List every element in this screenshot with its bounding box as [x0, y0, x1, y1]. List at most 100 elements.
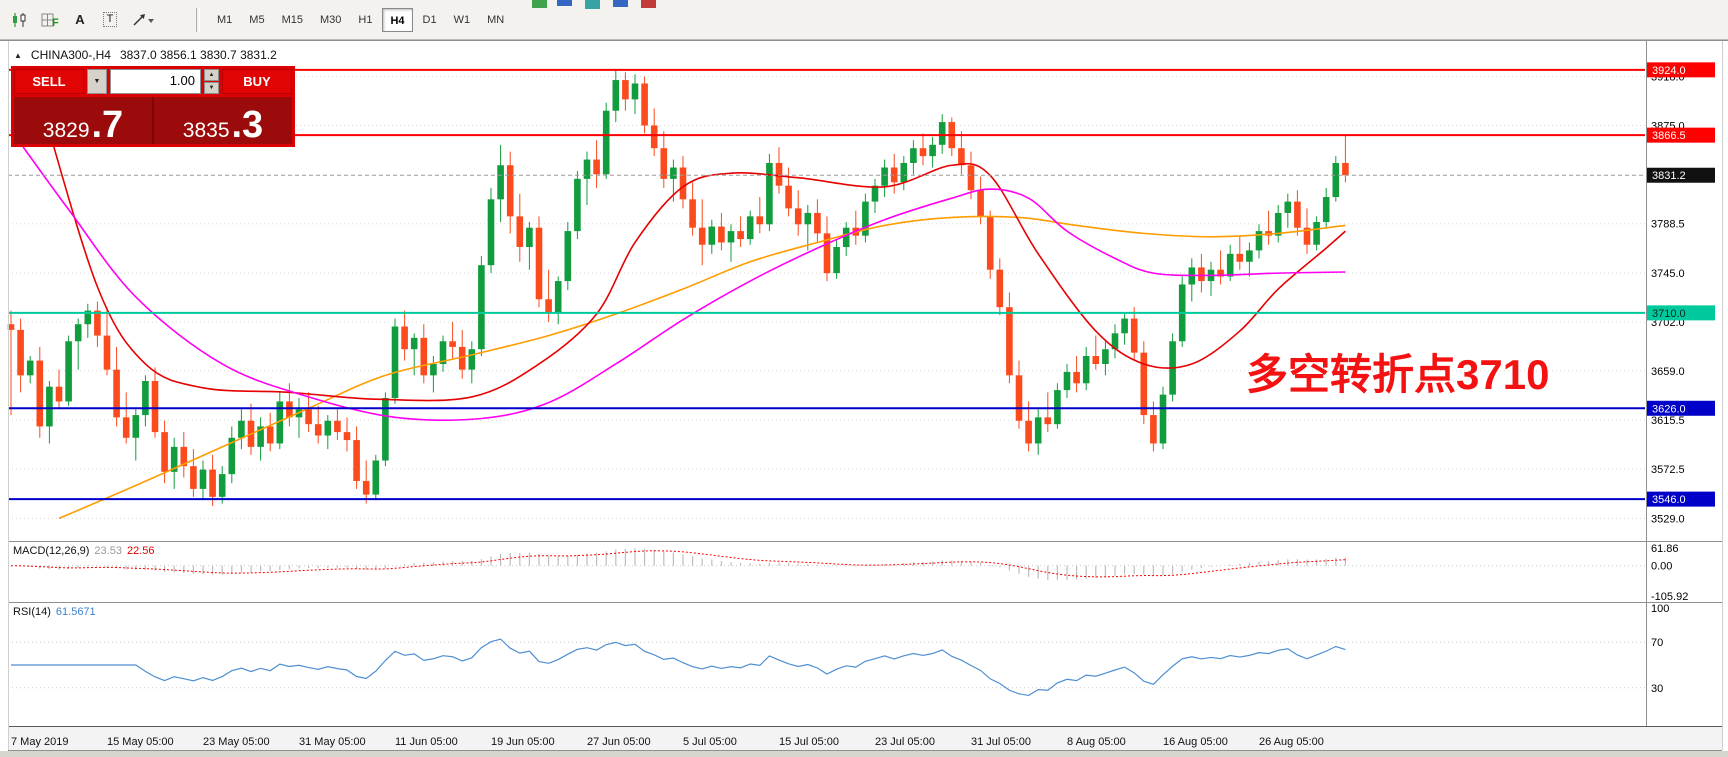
candle-body — [516, 216, 524, 248]
candle-body — [487, 199, 495, 266]
cropped-toolbar-icon[interactable] — [532, 0, 547, 8]
candle-body — [478, 265, 485, 350]
candle-body — [1073, 371, 1080, 384]
price-grid-label: 3615.5 — [1651, 415, 1685, 427]
candle-body — [7, 324, 15, 330]
toolbar-separator — [196, 7, 200, 32]
time-label: 8 Aug 05:00 — [1067, 736, 1126, 748]
rsi-name: RSI(14) — [13, 606, 51, 618]
candle-body — [766, 162, 773, 225]
rsi-indicator-label: RSI(14) 61.5671 — [13, 606, 96, 618]
candle-body — [881, 167, 888, 186]
volume-increase-button[interactable]: ▲ — [204, 69, 219, 81]
candle-body — [631, 83, 639, 100]
chart-text-annotation[interactable]: 多空转折点3710 — [1246, 351, 1550, 398]
trade-controls-row: SELL ▼ 1.00 ▲ ▼ BUY — [14, 69, 292, 94]
candle-body — [1054, 390, 1061, 425]
macd-axis-label: 0.00 — [1651, 561, 1672, 573]
macd-name: MACD(12,26,9) — [13, 545, 90, 557]
cropped-toolbar-icon[interactable] — [557, 0, 572, 6]
candle-body — [785, 185, 792, 209]
timeframe-button-H4[interactable]: H4 — [382, 7, 413, 32]
macd-axis-label: 61.86 — [1651, 543, 1679, 555]
candle-body — [26, 360, 34, 376]
candle-body — [1255, 231, 1263, 251]
price-grid-label: 3529.0 — [1651, 513, 1685, 525]
candle-body — [1025, 420, 1032, 444]
candle-body — [737, 231, 744, 240]
candle-body — [113, 369, 120, 418]
candle-body — [439, 341, 447, 364]
candle-body — [900, 162, 908, 183]
timeframe-button-H1[interactable]: H1 — [358, 13, 373, 26]
candle-body — [122, 417, 130, 438]
candle-body — [1063, 371, 1071, 391]
rsi-axis-label: 100 — [1651, 603, 1669, 615]
candle-body — [94, 310, 101, 336]
candle-body — [526, 227, 533, 248]
text-label-icon[interactable]: A — [66, 7, 94, 33]
chart-header: ▲ CHINA300-,H4 3837.0 3856.1 3830.7 3831… — [14, 48, 277, 62]
candle-body — [17, 329, 24, 376]
candle-body — [266, 426, 274, 444]
candle-body — [305, 409, 312, 425]
timeframe-button-M1[interactable]: M1 — [217, 13, 233, 26]
candle-body — [670, 167, 677, 179]
timeframe-button-D1[interactable]: D1 — [422, 13, 437, 26]
timeframe-button-M5[interactable]: M5 — [249, 13, 265, 26]
candle-body — [372, 460, 380, 495]
candle-body — [938, 122, 946, 145]
candle-body — [391, 326, 399, 399]
candle-body — [382, 398, 389, 461]
candle-body — [324, 420, 332, 436]
candle-body — [132, 415, 140, 438]
volume-input[interactable]: 1.00 — [110, 69, 201, 94]
candle-body — [1246, 250, 1253, 262]
drawing-tools-icon[interactable] — [126, 7, 160, 33]
rsi-value: 61.5671 — [55, 606, 96, 618]
time-label: 7 May 2019 — [11, 736, 68, 748]
timeframe-button-MN[interactable]: MN — [487, 13, 505, 26]
candle-body — [641, 83, 648, 126]
candle-body — [238, 420, 245, 438]
candle-body — [1150, 415, 1157, 444]
candle-body — [746, 216, 754, 240]
buy-button[interactable]: BUY — [222, 69, 292, 94]
candle-body — [84, 310, 92, 325]
candle-body — [593, 159, 600, 175]
price-level-label-box — [1647, 127, 1715, 143]
price-grid-label: 3659.0 — [1651, 366, 1685, 378]
candle-body — [698, 227, 706, 245]
candle-body — [775, 162, 783, 186]
timeframe-button-M30[interactable]: M30 — [319, 13, 342, 26]
candle-body — [103, 335, 111, 370]
time-axis[interactable] — [8, 726, 1722, 750]
grid-f-icon[interactable]: F — [36, 7, 64, 33]
candle-body — [1226, 253, 1234, 277]
candle-body — [170, 446, 178, 472]
volume-dropdown[interactable]: ▼ — [87, 69, 107, 94]
candle-body — [1342, 162, 1349, 176]
cropped-toolbar-icon[interactable] — [613, 0, 628, 7]
price-level-label-box — [1647, 167, 1715, 183]
time-label: 16 Aug 05:00 — [1163, 736, 1228, 748]
chart-candles-icon[interactable] — [6, 7, 34, 33]
candle-body — [343, 432, 351, 441]
sell-button[interactable]: SELL — [14, 69, 84, 94]
timeframe-button-M15[interactable]: M15 — [281, 13, 303, 26]
candle-body — [1121, 318, 1128, 334]
timeframe-button-W1[interactable]: W1 — [453, 13, 471, 26]
price-level-label: 3710.0 — [1652, 308, 1686, 320]
text-box-icon[interactable]: T — [96, 7, 124, 33]
bid-price: 3829 .7 — [14, 97, 152, 144]
candle-body — [1044, 417, 1052, 425]
cropped-toolbar-icon[interactable] — [641, 0, 656, 8]
candle-body — [910, 148, 917, 163]
volume-decrease-button[interactable]: ▼ — [204, 82, 219, 94]
chart-marker-icon: ▲ — [14, 50, 22, 60]
candle-body — [996, 269, 1004, 308]
cropped-toolbar-icon[interactable] — [585, 0, 600, 9]
candle-body — [1006, 307, 1013, 376]
time-label: 15 May 05:00 — [107, 736, 174, 748]
